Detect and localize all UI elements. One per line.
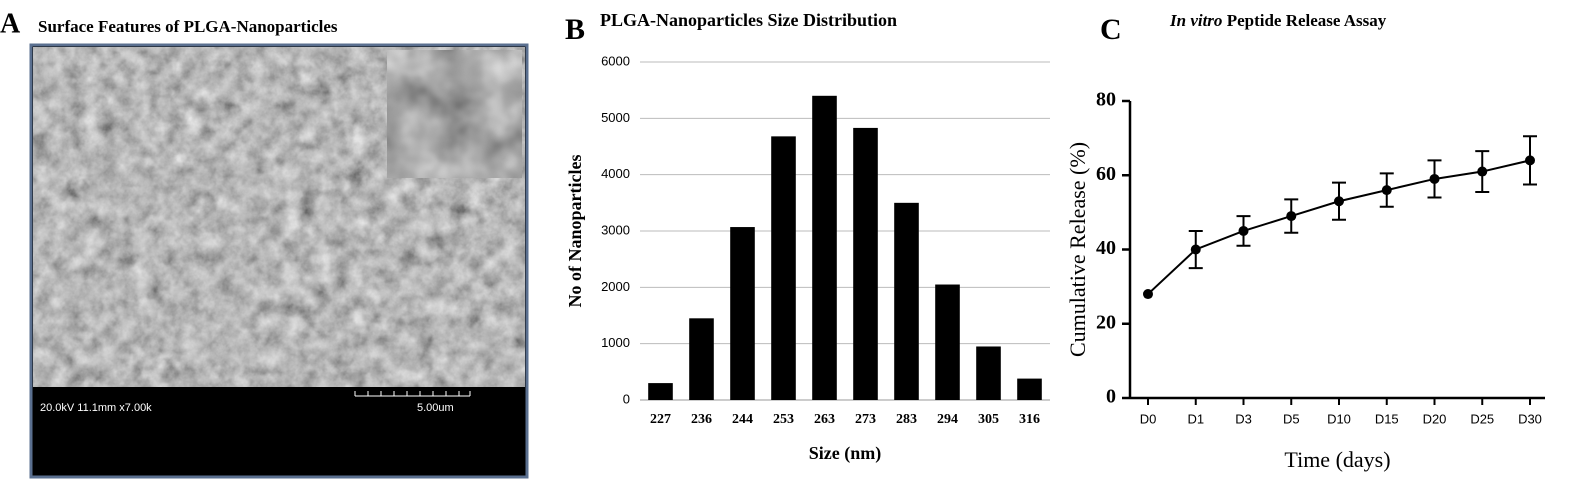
bar (648, 383, 673, 400)
x-tick-label: 253 (773, 412, 794, 427)
x-tick-label: D3 (1235, 411, 1252, 426)
point (1334, 196, 1344, 207)
x-axis-label: Time (days) (1284, 447, 1390, 472)
x-tick-label: D30 (1518, 411, 1542, 426)
y-tick-label: 6000 (601, 53, 630, 68)
x-tick-label: D20 (1423, 411, 1447, 426)
y-axis-label: Cumulative Release (%) (1065, 142, 1090, 357)
x-tick-label: 305 (978, 412, 999, 427)
y-tick-label: 60 (1096, 163, 1116, 185)
y-tick-label: 2000 (601, 279, 630, 294)
sem-inset (385, 48, 524, 180)
point (1286, 211, 1297, 222)
panel-title: In vitro Peptide Release Assay (1169, 11, 1387, 30)
bar (976, 346, 1001, 400)
y-tick-label: 4000 (601, 166, 630, 181)
title-italic: In vitro (1169, 11, 1222, 30)
x-tick-label: 236 (691, 412, 712, 427)
bar (853, 127, 878, 400)
point (1477, 166, 1488, 177)
x-tick-label: 227 (650, 412, 671, 427)
y-tick-label: 20 (1096, 311, 1116, 333)
x-tick-label: 263 (814, 412, 835, 427)
x-tick-label: 294 (937, 412, 958, 427)
scale-bar (354, 391, 471, 397)
x-tick-label: 316 (1019, 412, 1040, 427)
x-axis-label: Size (nm) (809, 443, 881, 464)
bar (894, 202, 919, 400)
sem-scale: 5.00um (417, 402, 454, 414)
title-text: Peptide Release Assay (1227, 11, 1387, 30)
x-tick-label: D15 (1375, 411, 1399, 426)
x-tick-label: D10 (1327, 411, 1351, 426)
point (1381, 185, 1392, 196)
panel-label: C (1100, 13, 1122, 46)
bar (1017, 378, 1042, 400)
point (1525, 155, 1535, 166)
point (1238, 225, 1249, 236)
y-tick-label: 80 (1096, 89, 1116, 111)
line (1147, 159, 1531, 295)
panel-label: B (565, 13, 585, 46)
x-tick-label: 283 (896, 412, 917, 427)
bar (689, 318, 714, 400)
x-tick-label: 244 (732, 412, 753, 427)
panel-title: Surface Features of PLGA-Nanoparticles (38, 17, 338, 36)
panel-title: PLGA-Nanoparticles Size Distribution (600, 10, 897, 30)
point (1143, 289, 1153, 300)
x-tick-label: D0 (1140, 411, 1157, 426)
y-tick-label: 0 (623, 391, 630, 406)
bar (730, 227, 755, 400)
x-tick-label: D5 (1283, 411, 1300, 426)
bar (812, 95, 837, 401)
y-tick-label: 3000 (601, 222, 630, 237)
y-axis-label: No of Nanoparticles (565, 155, 585, 308)
y-tick-label: 40 (1096, 237, 1116, 259)
panel-label: A (0, 8, 21, 39)
x-tick-label: 273 (855, 412, 876, 427)
bar (771, 136, 796, 401)
sem-info: 20.0kV 11.1mm x7.00k (40, 402, 152, 414)
x-tick-label: D25 (1470, 411, 1494, 426)
y-tick-label: 5000 (601, 110, 630, 125)
y-tick-label: 0 (1106, 386, 1116, 408)
x-tick-label: D1 (1187, 411, 1204, 426)
point (1190, 244, 1201, 255)
point (1429, 173, 1440, 184)
y-tick-label: 1000 (601, 335, 630, 350)
bar (935, 284, 960, 400)
